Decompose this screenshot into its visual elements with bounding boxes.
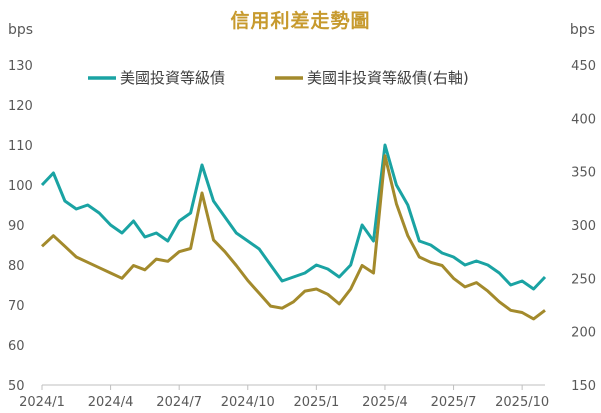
y-right-tick-label: 350 [571, 166, 596, 181]
series-line-1 [40, 154, 546, 321]
y-left-tick-label: 60 [8, 339, 25, 354]
y-right-tick-label: 450 [571, 59, 596, 74]
x-tick-label: 2024/4 [88, 395, 134, 410]
chart-title: 信用利差走勢圖 [230, 10, 371, 32]
x-tick-label: 2024/7 [156, 395, 202, 410]
x-tick-label: 2024/10 [221, 395, 275, 410]
x-axis: 2024/1 2024/4 2024/7 2024/10 2025/1 2025/4 202… [19, 385, 549, 410]
x-tick-label: 2025/7 [431, 395, 477, 410]
y-left-tick-label: 90 [8, 219, 25, 234]
legend: 美國投資等級債 美國非投資等級債(右軸) [88, 69, 469, 87]
y-right-tick-label: 300 [571, 219, 596, 234]
y-left-tick-label: 80 [8, 259, 25, 274]
x-tick-label: 2024/1 [19, 395, 65, 410]
x-tick-label: 2025/1 [293, 395, 339, 410]
y-right-tick-label: 250 [571, 272, 596, 287]
legend-label-0: 美國投資等級債 [120, 69, 225, 87]
y-left-tick-label: 110 [8, 139, 33, 154]
legend-label-1: 美國非投資等級債(右軸) [307, 69, 469, 87]
y-left-tick-label: 120 [8, 99, 33, 114]
y-axis-right-unit: bps [569, 22, 595, 38]
x-tick-label: 2025/4 [362, 395, 408, 410]
x-tick-label: 2025/10 [495, 395, 549, 410]
y-axis-right: 150 200 250 300 350 400 450 [571, 59, 596, 394]
y-left-tick-label: 50 [8, 379, 25, 394]
y-right-tick-label: 400 [571, 112, 596, 127]
y-left-tick-label: 130 [8, 59, 33, 74]
y-axis-left: 50 60 70 80 90 100 110 120 130 [8, 59, 33, 394]
y-right-tick-label: 200 [571, 326, 596, 341]
series-line-0 [40, 143, 547, 291]
y-right-tick-label: 150 [571, 379, 596, 394]
y-left-tick-label: 70 [8, 299, 25, 314]
series-layer [40, 143, 547, 321]
y-axis-left-unit: bps [8, 22, 34, 38]
y-left-tick-label: 100 [8, 179, 33, 194]
